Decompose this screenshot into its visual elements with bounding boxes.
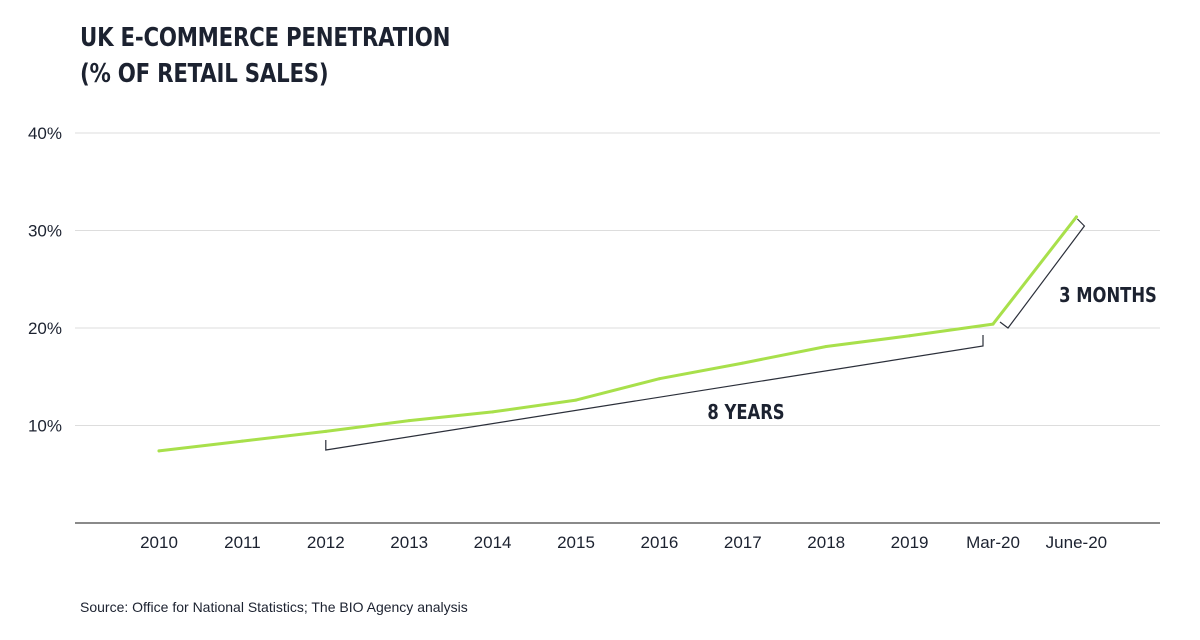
x-tick-label: 2017 [724, 533, 762, 552]
x-tick-label: 2015 [557, 533, 595, 552]
annotations: 8 YEARS 3 MONTHS [325, 218, 1157, 451]
x-tick-label: 2018 [807, 533, 845, 552]
title-line-2: (% OF RETAIL SALES) [80, 59, 329, 89]
data-point [574, 398, 578, 402]
data-point [491, 410, 495, 414]
bracket-3-months [999, 218, 1086, 329]
source-note: Source: Office for National Statistics; … [80, 599, 468, 615]
y-tick-label: 40% [28, 124, 62, 143]
y-tick-label: 20% [28, 319, 62, 338]
data-point [324, 429, 328, 433]
annotation-3-months: 3 MONTHS [1059, 285, 1157, 308]
x-tick-label: Mar-20 [966, 533, 1020, 552]
gridlines [75, 132, 1160, 426]
x-tick-label: 2014 [474, 533, 512, 552]
x-tick-label: 2016 [640, 533, 678, 552]
y-axis-ticks: 10% 20% 30% 40% [28, 124, 62, 436]
x-axis-ticks: 2010 2011 2012 2013 2014 2015 2016 2017 2018 2019… [140, 533, 1107, 552]
series-line [157, 215, 1078, 453]
data-point [407, 419, 411, 423]
x-tick-label: 2010 [140, 533, 178, 552]
y-tick-label: 30% [28, 222, 62, 241]
data-point [240, 439, 244, 443]
bracket-8-years [325, 335, 984, 451]
y-tick-label: 10% [28, 417, 62, 436]
data-point [824, 345, 828, 349]
x-tick-label: 2012 [307, 533, 345, 552]
data-point [741, 361, 745, 365]
title-line-1: UK E-COMMERCE PENETRATION [80, 23, 451, 53]
series-layer [157, 215, 1078, 453]
data-point [1074, 215, 1078, 219]
data-point [157, 449, 161, 453]
data-point [991, 322, 995, 326]
data-point [908, 334, 912, 338]
x-tick-label: 2019 [891, 533, 929, 552]
x-tick-label: 2013 [390, 533, 428, 552]
annotation-8-years: 8 YEARS [707, 402, 784, 425]
data-point [657, 377, 661, 381]
x-tick-label: 2011 [224, 533, 261, 552]
x-tick-label: June-20 [1046, 533, 1107, 552]
chart-title: UK E-COMMERCE PENETRATION (% OF RETAIL S… [80, 20, 450, 92]
